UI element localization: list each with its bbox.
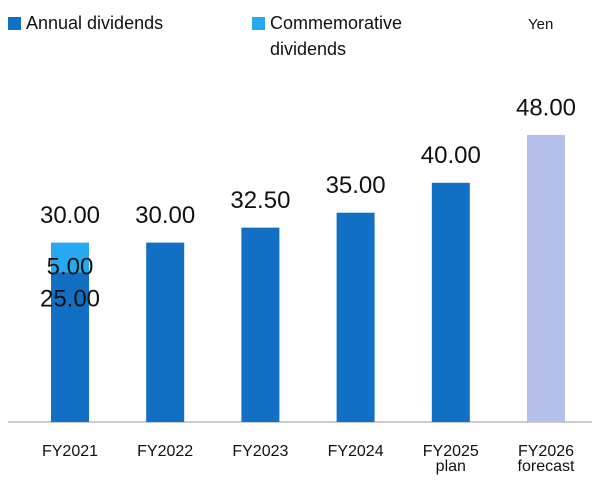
total-label: 30.00 bbox=[135, 202, 195, 229]
value-label: 25.00 bbox=[40, 285, 100, 312]
x-tick-label: FY2026 forecast bbox=[517, 443, 575, 475]
legend-swatch bbox=[252, 17, 265, 30]
bar bbox=[241, 227, 280, 422]
total-label: 48.00 bbox=[516, 94, 576, 121]
bar bbox=[51, 242, 89, 273]
x-tick-label: FY2025 plan bbox=[422, 443, 479, 475]
value-label: 5.00 bbox=[47, 253, 94, 280]
bar bbox=[431, 182, 470, 422]
legend-swatch bbox=[8, 17, 21, 30]
bar bbox=[527, 134, 565, 422]
total-label: 35.00 bbox=[326, 172, 386, 199]
total-label: 30.00 bbox=[40, 202, 100, 229]
x-tick-label: FY2023 bbox=[232, 443, 289, 460]
bar bbox=[51, 272, 89, 422]
legend-label: Commemorative dividends bbox=[270, 13, 403, 59]
total-label: 40.00 bbox=[421, 142, 481, 169]
x-tick-label: FY2021 bbox=[41, 443, 99, 460]
x-tick-label: FY2024 bbox=[327, 443, 384, 460]
bar bbox=[146, 242, 185, 422]
bar bbox=[336, 212, 375, 422]
legend-label: Annual dividends bbox=[26, 13, 164, 33]
unit-label: Yen bbox=[528, 16, 554, 33]
x-tick-label: FY2022 bbox=[137, 443, 194, 460]
total-label: 32.50 bbox=[230, 187, 290, 214]
